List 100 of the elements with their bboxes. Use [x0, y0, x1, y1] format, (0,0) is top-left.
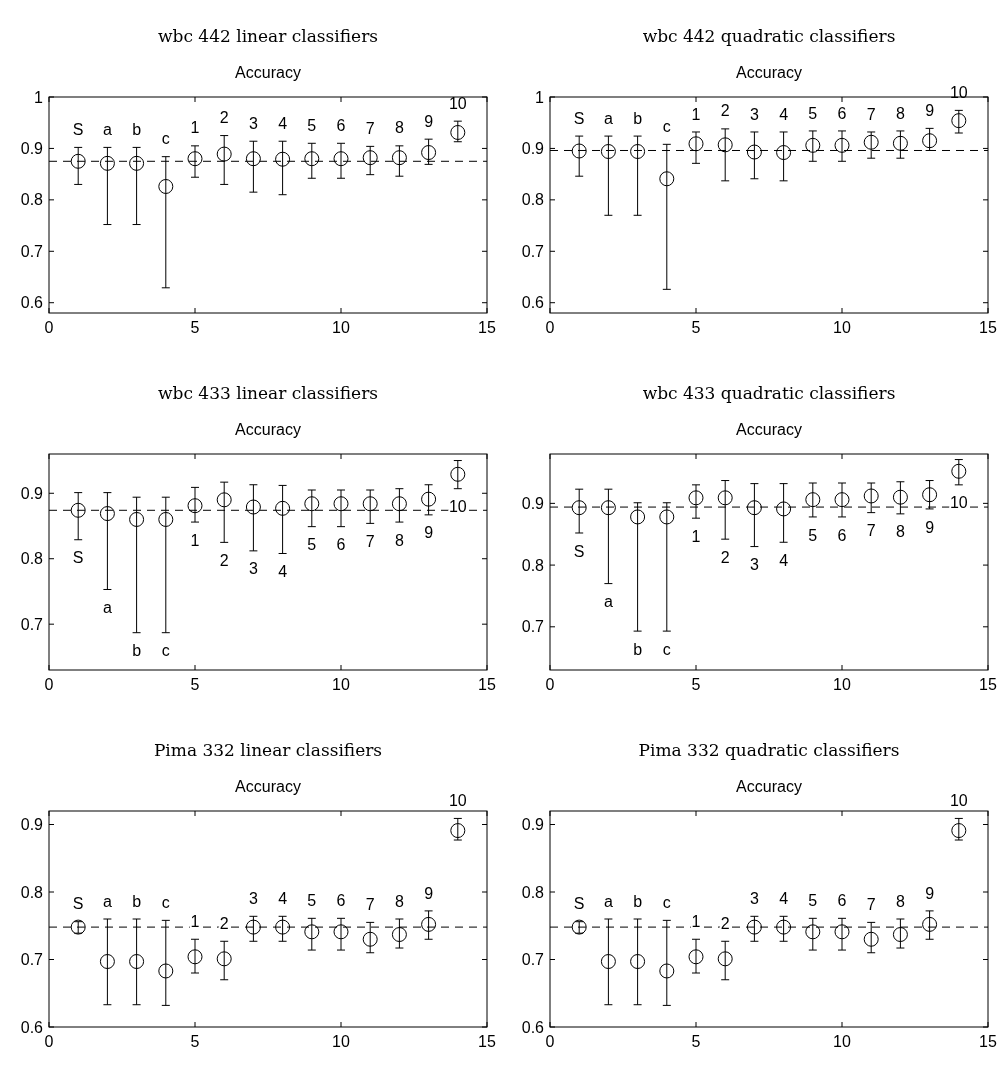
- point: [746, 500, 762, 516]
- chart-title: wbc 433 quadratic classifiers: [642, 383, 896, 403]
- point: [421, 145, 437, 161]
- annotation: a: [603, 892, 613, 910]
- annotation: 4: [779, 889, 789, 907]
- annotation: b: [633, 109, 643, 127]
- point: [70, 502, 86, 518]
- x-tick-label: 0: [44, 676, 54, 693]
- annotation: 9: [925, 101, 935, 119]
- x-tick-label: 15: [979, 676, 997, 693]
- annotation: 7: [866, 105, 876, 123]
- chart-title: wbc 433 linear classifiers: [158, 383, 378, 403]
- y-tick-label: 0.7: [521, 242, 545, 260]
- annotation: 2: [219, 551, 229, 569]
- x-tick-label: 15: [979, 319, 997, 336]
- x-tick-label: 5: [190, 676, 200, 693]
- x-tick-label: 0: [44, 1033, 54, 1050]
- point: [450, 466, 466, 482]
- y-tick-label: 0.7: [521, 951, 545, 969]
- annotation: 10: [949, 83, 968, 101]
- point: [333, 496, 349, 512]
- point: [659, 509, 675, 525]
- annotation: a: [102, 892, 112, 910]
- point: [333, 924, 349, 940]
- x-tick-label: 15: [979, 1033, 997, 1050]
- x-tick-label: 15: [478, 319, 496, 336]
- point: [129, 155, 145, 171]
- point: [245, 499, 261, 515]
- point: [304, 151, 320, 167]
- annotation: 4: [779, 105, 789, 123]
- x-tick-label: 5: [190, 1033, 200, 1050]
- annotation: 7: [866, 522, 876, 540]
- point: [922, 133, 938, 149]
- chart-title: wbc 442 quadratic classifiers: [642, 26, 896, 46]
- x-tick-label: 0: [545, 676, 555, 693]
- y-tick-label: 1: [34, 88, 44, 106]
- annotation: 8: [394, 892, 404, 910]
- annotation: 9: [424, 884, 434, 902]
- y-tick-label: 0.9: [20, 816, 44, 834]
- point: [333, 151, 349, 167]
- point: [275, 919, 291, 935]
- annotation: 5: [808, 104, 818, 122]
- annotation: 9: [424, 524, 434, 542]
- y-tick-label: 0.9: [20, 140, 44, 158]
- point: [688, 136, 704, 152]
- annotation: a: [102, 121, 112, 138]
- x-tick-label: 5: [691, 1033, 701, 1050]
- annotation: 4: [278, 114, 288, 132]
- x-tick-label: 10: [332, 676, 350, 693]
- annotation: 2: [720, 102, 730, 120]
- annotation: 4: [278, 889, 288, 907]
- point: [951, 113, 967, 129]
- point: [951, 823, 967, 839]
- point: [600, 500, 616, 516]
- annotation: 1: [691, 105, 701, 123]
- point: [391, 150, 407, 166]
- annotation: c: [161, 130, 170, 148]
- annotation: 6: [837, 104, 847, 122]
- point: [362, 150, 378, 166]
- point: [571, 500, 587, 516]
- point: [158, 963, 174, 979]
- annotation: b: [132, 642, 142, 660]
- chart-subtitle: Accuracy: [736, 778, 802, 795]
- annotation: 5: [307, 536, 317, 554]
- annotation: S: [573, 542, 585, 560]
- x-tick-label: 15: [478, 1033, 496, 1050]
- point: [187, 949, 203, 965]
- annotation: 3: [749, 889, 759, 907]
- point: [421, 491, 437, 507]
- y-tick-label: 0.8: [521, 883, 545, 901]
- point: [630, 509, 646, 525]
- chart-subtitle: Accuracy: [235, 421, 301, 438]
- annotation: 5: [808, 526, 818, 544]
- point: [362, 931, 378, 947]
- point: [600, 954, 616, 970]
- y-tick-label: 0.9: [521, 816, 545, 834]
- annotation: 7: [365, 895, 375, 913]
- annotation: 8: [895, 104, 905, 122]
- annotation: 10: [448, 498, 467, 516]
- annotation: 3: [248, 114, 258, 132]
- point: [158, 511, 174, 527]
- chart-subtitle: Accuracy: [235, 778, 301, 795]
- annotation: 8: [394, 531, 404, 549]
- annotation: 10: [949, 494, 968, 512]
- x-tick-label: 5: [691, 319, 701, 336]
- y-tick-label: 0.8: [20, 191, 44, 209]
- point: [863, 931, 879, 947]
- annotation: 6: [336, 116, 346, 134]
- point: [834, 924, 850, 940]
- point: [892, 927, 908, 943]
- point: [717, 490, 733, 506]
- point: [187, 498, 203, 514]
- point: [600, 144, 616, 160]
- annotation: 1: [190, 119, 200, 137]
- point: [776, 501, 792, 517]
- point: [245, 919, 261, 935]
- y-tick-label: 0.7: [521, 618, 545, 636]
- point: [717, 951, 733, 967]
- y-tick-label: 0.8: [20, 883, 44, 901]
- point: [834, 492, 850, 508]
